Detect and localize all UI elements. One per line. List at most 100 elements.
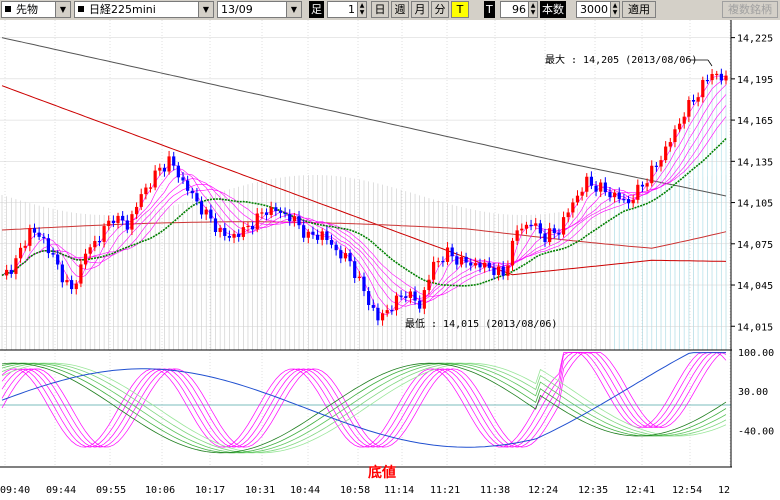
candle-down	[626, 199, 631, 204]
time-tick-label: 09:40	[0, 485, 30, 496]
candle-down	[264, 212, 269, 215]
candle-down	[339, 250, 343, 259]
spinner-icon[interactable]: ▲ ▼	[357, 2, 366, 17]
osc-slow-line	[1, 362, 727, 454]
candle-up	[260, 212, 264, 214]
candle-down	[51, 253, 55, 255]
candle-down	[297, 216, 301, 226]
time-tick-label: 09:44	[46, 485, 76, 496]
candle-up	[677, 123, 682, 130]
candle-up	[585, 176, 589, 192]
candle-up	[357, 276, 361, 279]
time-tick-label: 10:06	[145, 485, 175, 496]
candle-up	[394, 295, 399, 311]
candle-down	[251, 225, 255, 230]
apply-button[interactable]: 適用	[622, 1, 656, 18]
spinner-icon[interactable]: ▲ ▼	[528, 2, 537, 17]
candle-down	[288, 214, 292, 222]
candle-down	[121, 215, 125, 221]
period-month-button[interactable]: 月	[411, 1, 429, 18]
mid-ma-green	[1, 137, 727, 287]
candle-up	[701, 79, 705, 98]
time-tick-label: 10:17	[195, 485, 225, 496]
candle-up	[580, 191, 584, 196]
candle-up	[14, 258, 18, 274]
chart-grid	[0, 20, 731, 467]
osc-fast-line	[1, 352, 726, 448]
candle-down	[691, 100, 696, 102]
time-tick-label: 12:41	[625, 485, 655, 496]
long-ma-gray	[1, 37, 727, 197]
candle-up	[645, 183, 649, 187]
candle-down	[413, 291, 417, 301]
candle-down	[469, 262, 473, 266]
count-label: 本数	[540, 1, 566, 18]
price-tick-label: 14,075	[737, 240, 773, 251]
candle-up	[506, 265, 510, 276]
time-tick-label: 10:58	[340, 485, 370, 496]
candle-up	[427, 279, 431, 291]
candle-down	[213, 218, 218, 233]
candle-up	[715, 73, 719, 76]
osc-fast-line	[1, 352, 727, 448]
candle-up	[473, 263, 477, 266]
candle-down	[315, 234, 320, 240]
tick-button[interactable]: T	[451, 1, 469, 18]
count-input[interactable]: 3000 ▲ ▼	[576, 1, 620, 18]
period-day-button[interactable]: 日	[371, 1, 389, 18]
price-tick-label: 14,225	[737, 34, 773, 45]
candle-down	[589, 176, 594, 186]
candle-down	[367, 291, 371, 306]
candle-up	[673, 129, 677, 143]
osc-slow-line	[1, 362, 727, 454]
short-ma-ribbon	[1, 116, 727, 297]
chevron-down-icon[interactable]: ▼	[198, 2, 213, 17]
candle-down	[223, 228, 227, 236]
osc-fast-line	[1, 352, 726, 448]
candle-up	[158, 167, 162, 171]
chevron-down-icon[interactable]: ▼	[286, 2, 301, 17]
candle-up	[668, 142, 672, 147]
candle-up	[459, 256, 464, 265]
foot-input[interactable]: 1 ▲ ▼	[327, 1, 367, 18]
candle-up	[515, 230, 519, 241]
candle-down	[557, 232, 561, 235]
compare-button[interactable]: 複数銘柄	[722, 1, 778, 18]
chevron-down-icon[interactable]: ▼	[55, 2, 70, 17]
osc-tick-label: -40.00	[738, 426, 774, 437]
candle-down	[162, 167, 167, 172]
candle-up	[548, 228, 552, 243]
candle-down	[478, 263, 482, 268]
oscillator-panel	[0, 352, 731, 454]
osc-tick-label: 100.00	[738, 348, 774, 359]
candle-up	[682, 116, 686, 124]
candle-up	[710, 73, 714, 81]
period-minute-button[interactable]: 分	[431, 1, 449, 18]
candle-up	[524, 224, 529, 229]
contract-select[interactable]: 13/09 ▼	[217, 1, 302, 18]
candle-up	[65, 280, 69, 283]
candle-down	[640, 184, 645, 187]
market-select[interactable]: 先物 ▼	[1, 1, 71, 18]
instrument-select[interactable]: 日経225mini ▼	[74, 1, 214, 18]
candle-up	[636, 184, 640, 200]
candle-down	[56, 254, 60, 265]
min-price-label: 最低 : 14,015 (2013/08/06)	[405, 317, 557, 330]
time-tick-label: 10:31	[245, 485, 275, 496]
time-tick-label: 12:24	[528, 485, 558, 496]
candle-down	[705, 79, 710, 82]
candle-down	[97, 241, 102, 243]
osc-fast-line	[1, 352, 727, 448]
period-week-button[interactable]: 週	[391, 1, 409, 18]
candle-down	[209, 209, 213, 219]
time-tick-label: 12:35	[578, 485, 608, 496]
candle-down	[487, 262, 491, 268]
candle-up	[724, 75, 728, 81]
spinner-icon[interactable]: ▲ ▼	[610, 2, 619, 17]
candle-down	[362, 276, 366, 292]
t-value-input[interactable]: 96 ▲ ▼	[500, 1, 538, 18]
price-tick-label: 14,105	[737, 199, 773, 210]
time-tick-label: 11:21	[430, 485, 460, 496]
candle-down	[42, 236, 46, 239]
candle-up	[650, 165, 654, 184]
